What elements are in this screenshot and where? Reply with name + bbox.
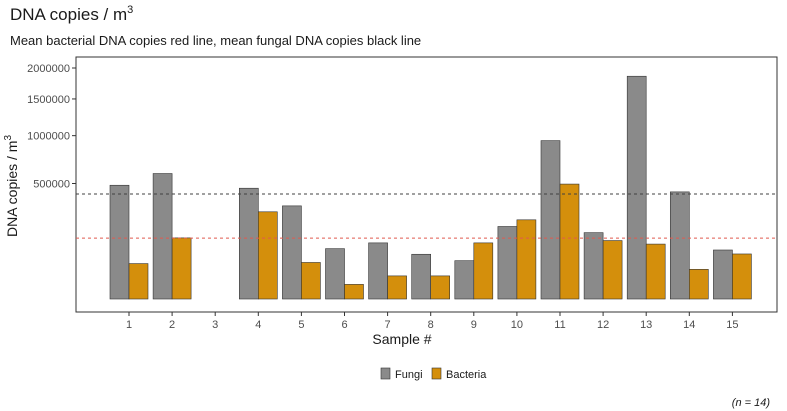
y-tick-label: 1000000: [27, 131, 70, 143]
bar-fungi-7: [368, 242, 388, 300]
bar-fungi-4: [239, 187, 259, 300]
legend-swatch-fungi: [380, 367, 391, 380]
x-axis: 1 2 3 4 5 6 7 8 9 10 11 12 13 14 15: [126, 312, 739, 331]
x-tick-label: 3: [212, 319, 218, 331]
bar-bacteria-11: [559, 183, 580, 300]
chart-title: DNA copies / m3: [10, 4, 133, 24]
bar-bacteria-1: [128, 263, 149, 300]
x-tick-label: 6: [341, 319, 347, 331]
bar-bacteria-15: [732, 253, 752, 300]
bar-bacteria-10: [516, 219, 537, 300]
bar-fungi-5: [282, 205, 302, 300]
legend-label-fungi: Fungi: [395, 369, 423, 381]
plot-panel: [75, 56, 778, 313]
bar-bacteria-14: [688, 269, 709, 300]
bar-fungi-12: [583, 232, 604, 300]
y-tick-label: 500000: [33, 179, 70, 191]
bar-fungi-11: [540, 140, 561, 300]
bar-bacteria-7: [387, 275, 407, 300]
bar-fungi-10: [497, 226, 518, 300]
bar-fungi-2: [152, 173, 173, 300]
chart-subtitle: Mean bacterial DNA copies red line, mean…: [10, 33, 421, 48]
x-tick-label: 9: [471, 319, 477, 331]
x-tick-label: 5: [298, 319, 304, 331]
legend: Fungi Bacteria: [380, 367, 487, 381]
y-tick-label: 2000000: [27, 63, 70, 75]
x-tick-label: 15: [726, 319, 738, 331]
legend-swatch-bacteria: [431, 367, 442, 380]
x-tick-label: 4: [255, 319, 261, 331]
bar-bacteria-12: [602, 240, 623, 300]
x-tick-label: 2: [169, 319, 175, 331]
bar-fungi-1: [109, 184, 130, 300]
legend-label-bacteria: Bacteria: [446, 369, 487, 381]
x-tick-label: 12: [597, 319, 609, 331]
bar-fungi-13: [626, 75, 647, 300]
x-tick-label: 11: [554, 319, 565, 331]
x-tick-label: 14: [683, 319, 695, 331]
bar-fungi-8: [411, 253, 432, 300]
x-axis-title: Sample #: [372, 331, 431, 347]
x-tick-label: 1: [126, 319, 132, 331]
reference-lines: [76, 193, 777, 239]
x-tick-label: 7: [385, 319, 391, 331]
bar-bacteria-5: [301, 262, 321, 300]
bar-bacteria-2: [171, 237, 192, 300]
bar-bacteria-8: [430, 275, 451, 300]
y-axis: 500000 1000000 1500000 2000000: [27, 63, 76, 191]
bar-fungi-14: [669, 191, 690, 300]
x-tick-label: 8: [428, 319, 434, 331]
x-tick-label: 13: [640, 319, 652, 331]
bar-fungi-15: [713, 249, 733, 300]
bar-bacteria-13: [645, 243, 666, 300]
x-tick-label: 10: [511, 319, 523, 331]
bars-layer: [109, 75, 752, 300]
bar-bacteria-4: [257, 211, 278, 300]
bar-bacteria-9: [473, 242, 494, 300]
bar-fungi-6: [325, 248, 345, 300]
caption: (n = 14): [732, 397, 771, 409]
y-tick-label: 1500000: [27, 94, 70, 106]
bar-fungi-9: [454, 260, 475, 300]
y-axis-title: DNA copies / m3: [3, 135, 20, 237]
bar-bacteria-6: [344, 284, 364, 300]
